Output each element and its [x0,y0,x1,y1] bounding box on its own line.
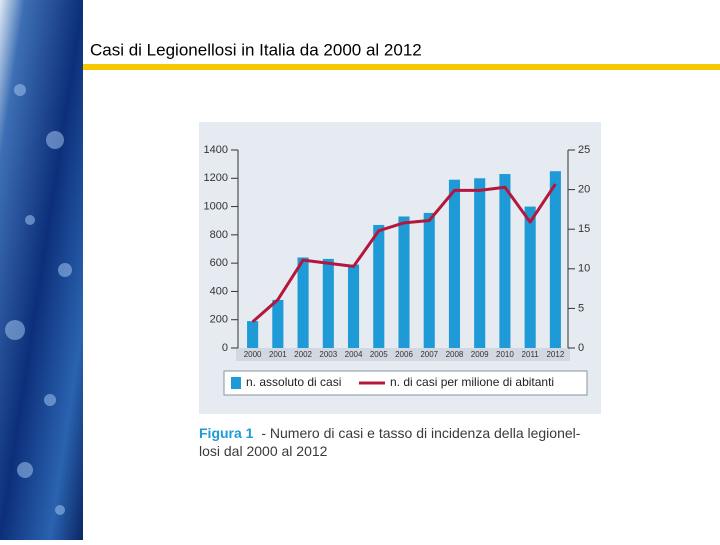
bar [448,179,461,348]
x-tick-label: 2002 [294,350,312,359]
legend-label: n. di casi per milione di abitanti [390,375,554,389]
bar [398,216,410,348]
category-band [236,348,570,361]
title-rule [83,64,720,70]
y-tick-label: 1200 [204,172,228,184]
y-tick-label: 200 [210,314,228,326]
y-tick-label: 0 [222,342,228,354]
y-tick-label: 800 [210,229,228,241]
y2-tick-label: 25 [578,144,590,156]
y-tick-label: 600 [210,257,228,269]
legend-swatch [231,377,241,389]
x-tick-label: 2006 [395,350,413,359]
caption-line: losi dal 2000 al 2012 [199,443,328,459]
bar [524,206,536,348]
x-tick-label: 2005 [370,350,388,359]
line [251,183,557,323]
bar [347,264,360,348]
bar [549,171,561,348]
droplets [5,84,72,515]
y2-tick-label: 5 [578,302,584,314]
x-tick-label: 2003 [319,350,337,359]
y-tick-label: 1000 [204,200,228,212]
caption-line: - Numero di casi e tasso di incidenza de… [261,425,580,441]
slide-title: Casi di Legionellosi in Italia da 2000 a… [90,40,422,59]
x-tick-label: 2009 [471,350,489,359]
bar [499,174,511,348]
caption: Figura 1 - Numero di casi e tasso di inc… [199,425,584,459]
x-tick-label: 2012 [546,350,564,359]
x-tick-label: 2010 [496,350,514,359]
x-tick-label: 2008 [446,350,464,359]
bar [322,258,334,348]
bar [423,212,435,348]
bar [297,257,309,348]
legend-box [223,370,588,396]
y2-tick-label: 15 [578,223,590,235]
y-tick-label: 1400 [204,144,228,156]
y-tick-label: 400 [210,285,228,297]
y2-tick-label: 10 [578,263,590,275]
bar [272,299,284,348]
x-tick-label: 2000 [244,350,262,359]
x-tick-label: 2004 [345,350,363,359]
y2-tick-label: 0 [578,342,584,354]
x-tick-label: 2007 [420,350,438,359]
x-tick-label: 2011 [522,350,540,359]
bar [373,224,385,348]
bar [474,178,486,348]
caption-label: Figura 1 [199,425,254,441]
y2-tick-label: 20 [578,184,590,196]
x-tick-label: 2001 [269,350,287,359]
legend-label: n. assoluto di casi [246,375,341,389]
bar [247,321,259,348]
title-area [83,0,720,64]
